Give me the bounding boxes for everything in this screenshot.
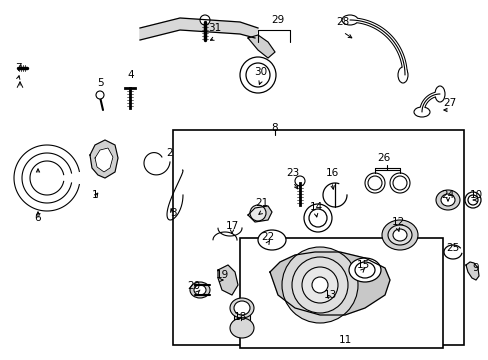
Text: 25: 25 bbox=[446, 243, 459, 253]
Text: 14: 14 bbox=[309, 202, 322, 212]
Text: 17: 17 bbox=[225, 221, 238, 231]
Text: 22: 22 bbox=[261, 232, 274, 242]
Ellipse shape bbox=[308, 209, 326, 227]
Ellipse shape bbox=[240, 57, 275, 93]
Text: 30: 30 bbox=[254, 67, 267, 77]
Text: 11: 11 bbox=[338, 335, 351, 345]
Text: 9: 9 bbox=[472, 263, 478, 273]
Ellipse shape bbox=[434, 86, 444, 102]
Text: 10: 10 bbox=[468, 190, 482, 200]
Text: 4: 4 bbox=[127, 70, 134, 80]
Ellipse shape bbox=[229, 318, 253, 338]
Bar bbox=[173, 130, 463, 345]
Text: 2: 2 bbox=[166, 148, 173, 158]
Text: 23: 23 bbox=[286, 168, 299, 178]
Ellipse shape bbox=[467, 195, 477, 205]
Ellipse shape bbox=[190, 282, 209, 298]
Text: 27: 27 bbox=[443, 98, 456, 108]
Ellipse shape bbox=[304, 204, 331, 232]
Ellipse shape bbox=[229, 298, 253, 318]
Ellipse shape bbox=[397, 67, 407, 83]
Text: 24: 24 bbox=[441, 190, 454, 200]
Ellipse shape bbox=[245, 63, 269, 87]
Ellipse shape bbox=[311, 277, 327, 293]
Ellipse shape bbox=[249, 205, 265, 221]
Text: 6: 6 bbox=[35, 213, 41, 223]
Ellipse shape bbox=[413, 107, 429, 117]
Bar bbox=[240, 238, 442, 348]
Text: 16: 16 bbox=[325, 168, 338, 178]
Ellipse shape bbox=[354, 262, 374, 278]
Ellipse shape bbox=[381, 220, 417, 250]
Text: 1: 1 bbox=[92, 190, 98, 200]
Text: 7: 7 bbox=[15, 63, 21, 73]
Ellipse shape bbox=[96, 91, 104, 99]
Polygon shape bbox=[218, 265, 238, 295]
Polygon shape bbox=[140, 18, 258, 40]
Ellipse shape bbox=[389, 173, 409, 193]
Ellipse shape bbox=[464, 192, 480, 208]
Polygon shape bbox=[465, 262, 478, 280]
Ellipse shape bbox=[387, 225, 411, 245]
Ellipse shape bbox=[291, 257, 347, 313]
Text: 18: 18 bbox=[233, 312, 246, 322]
Ellipse shape bbox=[392, 176, 406, 190]
Ellipse shape bbox=[364, 173, 384, 193]
Text: 13: 13 bbox=[323, 290, 336, 300]
Text: 19: 19 bbox=[215, 270, 228, 280]
Ellipse shape bbox=[194, 285, 205, 295]
Ellipse shape bbox=[348, 258, 380, 282]
Text: 29: 29 bbox=[271, 15, 284, 25]
Ellipse shape bbox=[294, 176, 305, 186]
Text: 26: 26 bbox=[377, 153, 390, 163]
Text: 8: 8 bbox=[271, 123, 278, 133]
Text: 31: 31 bbox=[208, 23, 221, 33]
Polygon shape bbox=[90, 140, 118, 178]
Text: 15: 15 bbox=[356, 260, 369, 270]
Ellipse shape bbox=[440, 194, 454, 206]
Text: 28: 28 bbox=[336, 17, 349, 27]
Ellipse shape bbox=[392, 229, 406, 241]
Ellipse shape bbox=[302, 267, 337, 303]
Text: 5: 5 bbox=[97, 78, 103, 88]
Ellipse shape bbox=[234, 301, 249, 315]
Ellipse shape bbox=[282, 247, 357, 323]
Text: 21: 21 bbox=[255, 198, 268, 208]
Ellipse shape bbox=[258, 230, 285, 250]
Polygon shape bbox=[247, 35, 274, 58]
Text: 20: 20 bbox=[187, 281, 200, 291]
Ellipse shape bbox=[341, 15, 357, 25]
Polygon shape bbox=[247, 206, 271, 222]
Text: 3: 3 bbox=[169, 208, 176, 218]
Text: 12: 12 bbox=[390, 217, 404, 227]
Ellipse shape bbox=[435, 190, 459, 210]
Ellipse shape bbox=[367, 176, 381, 190]
Ellipse shape bbox=[200, 15, 209, 25]
Bar bbox=[234, 308, 249, 328]
Polygon shape bbox=[269, 252, 389, 315]
Polygon shape bbox=[95, 148, 113, 172]
